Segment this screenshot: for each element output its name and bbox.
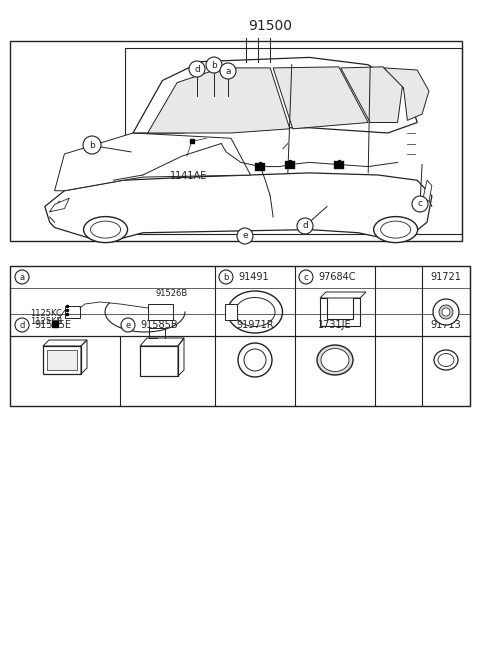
Circle shape — [299, 270, 313, 284]
Ellipse shape — [381, 221, 410, 238]
Bar — [140, 346, 178, 376]
Bar — [225, 304, 237, 320]
Ellipse shape — [91, 221, 120, 238]
Text: 91491: 91491 — [238, 272, 269, 282]
Ellipse shape — [84, 216, 128, 243]
Polygon shape — [148, 68, 290, 133]
Circle shape — [297, 218, 313, 234]
Text: 91500: 91500 — [248, 19, 292, 33]
Text: 91526B: 91526B — [155, 289, 187, 298]
Polygon shape — [423, 180, 432, 201]
Text: e: e — [242, 232, 248, 241]
Circle shape — [189, 61, 205, 77]
Text: e: e — [125, 321, 131, 329]
Text: 1731JE: 1731JE — [318, 320, 352, 330]
Bar — [125, 48, 462, 234]
Text: 91971R: 91971R — [236, 320, 274, 330]
Bar — [285, 161, 295, 169]
Bar — [47, 350, 77, 370]
Circle shape — [83, 136, 101, 154]
Bar — [255, 163, 265, 171]
Text: 91721: 91721 — [431, 272, 461, 282]
Text: b: b — [211, 60, 217, 70]
Bar — [334, 161, 344, 169]
Text: d: d — [302, 222, 308, 230]
Text: 1125KC: 1125KC — [30, 310, 62, 319]
Polygon shape — [273, 67, 368, 129]
Text: b: b — [89, 140, 95, 150]
Text: d: d — [19, 321, 24, 329]
Ellipse shape — [434, 350, 458, 370]
Bar — [43, 346, 81, 374]
Bar — [65, 306, 80, 318]
Circle shape — [15, 318, 29, 332]
Text: 97684C: 97684C — [318, 272, 356, 282]
Circle shape — [433, 299, 459, 325]
Bar — [10, 266, 470, 406]
Text: 91585B: 91585B — [140, 320, 178, 330]
Ellipse shape — [373, 216, 418, 243]
Ellipse shape — [321, 348, 349, 371]
Circle shape — [442, 308, 450, 316]
Circle shape — [206, 57, 222, 73]
Circle shape — [15, 270, 29, 284]
Polygon shape — [55, 133, 251, 191]
Text: 91713: 91713 — [431, 320, 461, 330]
Ellipse shape — [317, 345, 353, 375]
Text: a: a — [225, 66, 231, 75]
Bar — [10, 41, 462, 241]
Ellipse shape — [438, 354, 454, 367]
Circle shape — [219, 270, 233, 284]
Text: a: a — [19, 272, 24, 281]
Text: b: b — [223, 272, 228, 281]
Polygon shape — [341, 67, 403, 123]
Text: c: c — [418, 199, 422, 209]
Polygon shape — [384, 68, 429, 121]
Polygon shape — [320, 292, 366, 298]
Circle shape — [237, 228, 253, 244]
Circle shape — [244, 349, 266, 371]
Circle shape — [439, 305, 453, 319]
Text: d: d — [194, 64, 200, 73]
Circle shape — [412, 196, 428, 212]
Text: 91505E: 91505E — [34, 320, 71, 330]
Text: 1125KB: 1125KB — [30, 318, 62, 327]
Text: 91830G: 91830G — [292, 63, 336, 73]
Polygon shape — [133, 57, 417, 133]
Text: c: c — [304, 272, 308, 281]
Circle shape — [220, 63, 236, 79]
Polygon shape — [45, 173, 432, 238]
Bar — [148, 304, 173, 320]
Circle shape — [121, 318, 135, 332]
Text: 1141AE: 1141AE — [170, 171, 207, 181]
Circle shape — [238, 343, 272, 377]
Polygon shape — [50, 198, 69, 212]
